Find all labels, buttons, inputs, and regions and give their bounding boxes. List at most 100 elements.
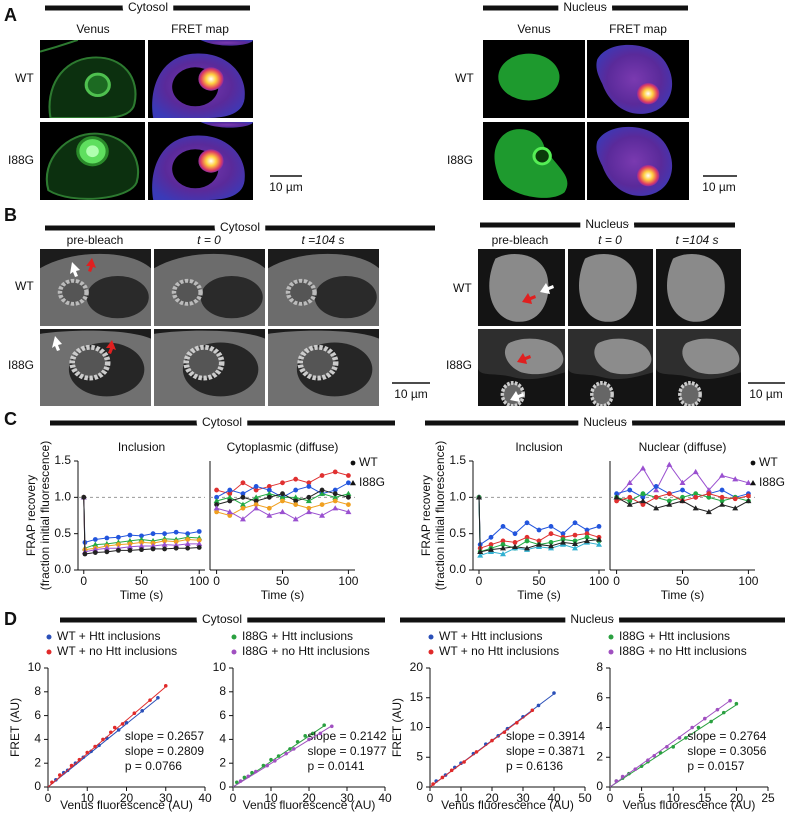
marker	[92, 546, 99, 552]
y-tick-label: 10	[28, 660, 42, 674]
panel-label: A	[4, 5, 17, 25]
panel-label: B	[4, 205, 17, 225]
slope-label: slope = 0.3871	[506, 744, 585, 758]
micrograph	[148, 122, 253, 200]
p-label: p = 0.6136	[506, 759, 563, 773]
arrow	[517, 353, 531, 364]
marker	[173, 539, 179, 545]
x-tick-label: 15	[698, 791, 712, 805]
marker	[196, 529, 202, 534]
x-tick-label: 50	[578, 791, 592, 805]
micrograph	[568, 329, 653, 406]
micrograph	[268, 329, 379, 406]
marker	[266, 494, 272, 500]
marker	[150, 546, 156, 552]
marker	[139, 547, 144, 553]
y-tick-label: 1.5	[449, 453, 466, 467]
y-axis-label: FRET (AU)	[390, 698, 404, 757]
marker	[746, 493, 751, 499]
marker	[692, 505, 699, 511]
y-tick-label: 6	[596, 690, 603, 704]
micrograph	[154, 329, 265, 406]
x-axis-label: Time (s)	[120, 588, 164, 602]
micrograph	[568, 249, 653, 326]
x-tick-label: 50	[135, 574, 149, 588]
marker	[126, 543, 133, 549]
marker	[226, 494, 233, 500]
legend-marker	[231, 634, 237, 640]
marker	[524, 545, 530, 551]
x-tick-label: 30	[340, 791, 354, 805]
chart-title: Inclusion	[515, 440, 562, 454]
scale-label: 10 µm	[749, 387, 783, 401]
marker	[332, 498, 338, 504]
marker	[227, 487, 233, 493]
x-tick-label: 10	[81, 791, 95, 805]
y-tick-label: 15	[410, 690, 424, 704]
y-tick-label: 8	[34, 684, 41, 698]
section-title: Nucleus	[585, 217, 628, 231]
y-axis-label: FRAP recovery	[24, 475, 38, 556]
chart-title: Cytoplasmic (diffuse)	[227, 440, 339, 454]
marker	[653, 505, 660, 511]
x-tick-label: 100	[189, 574, 209, 588]
marker	[705, 508, 712, 515]
section-title: Nucleus	[563, 0, 606, 14]
marker	[213, 505, 220, 511]
marker	[306, 484, 312, 489]
marker	[253, 484, 259, 489]
legend-label: I88G + Htt inclusions	[619, 629, 730, 643]
x-tick-label: 20	[730, 791, 744, 805]
section-title: Cytosol	[128, 0, 168, 14]
x-tick-label: 0	[230, 791, 237, 805]
legend-label: WT + no Htt inclusions	[439, 644, 559, 658]
marker	[745, 479, 752, 485]
marker	[477, 548, 484, 555]
marker	[332, 494, 339, 500]
marker	[719, 487, 725, 493]
arrow	[86, 258, 96, 272]
marker	[640, 494, 646, 500]
marker	[572, 532, 578, 538]
scale-label: 10 µm	[269, 180, 303, 194]
marker	[572, 545, 578, 551]
legend-marker	[428, 649, 434, 655]
arrow	[510, 391, 524, 402]
y-tick-label: 0	[34, 779, 41, 793]
marker	[319, 487, 325, 493]
marker	[332, 505, 339, 511]
x-tick-label: 40	[198, 791, 212, 805]
marker	[139, 533, 144, 539]
marker	[345, 508, 352, 515]
arrow	[70, 262, 80, 277]
x-tick-label: 5	[638, 791, 645, 805]
marker	[138, 543, 145, 549]
marker	[640, 502, 646, 507]
marker	[196, 537, 202, 543]
marker	[350, 460, 356, 466]
marker	[345, 490, 352, 496]
micrograph	[656, 329, 741, 406]
marker	[750, 460, 756, 466]
y-tick-label: 10	[410, 720, 424, 734]
marker	[103, 545, 110, 551]
marker	[150, 531, 156, 537]
marker	[346, 480, 351, 486]
x-tick-label: 20	[302, 791, 316, 805]
y-tick-label: 2	[219, 755, 226, 769]
legend-label: WT + Htt inclusions	[57, 629, 160, 643]
marker	[332, 469, 338, 475]
marker	[584, 537, 590, 544]
marker	[293, 487, 299, 493]
y-tick-label: 1.0	[449, 490, 466, 504]
marker	[293, 502, 299, 507]
slope-label: slope = 0.2809	[125, 744, 204, 758]
y-tick-label: 4	[596, 720, 603, 734]
slope-label: slope = 0.3914	[506, 729, 585, 743]
point	[734, 701, 739, 706]
point	[677, 736, 682, 740]
marker	[560, 539, 566, 545]
x-tick-label: 10	[264, 791, 278, 805]
column-label: t = 0	[598, 233, 622, 247]
marker	[227, 491, 233, 497]
